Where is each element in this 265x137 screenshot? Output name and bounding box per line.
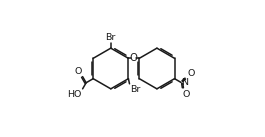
Text: O: O: [187, 69, 195, 78]
Text: O: O: [183, 90, 190, 99]
Text: Br: Br: [106, 33, 116, 42]
Text: O: O: [130, 53, 138, 63]
Text: HO: HO: [68, 90, 82, 99]
Text: Br: Br: [130, 85, 140, 93]
Text: N: N: [181, 78, 188, 87]
Text: O: O: [74, 67, 82, 75]
